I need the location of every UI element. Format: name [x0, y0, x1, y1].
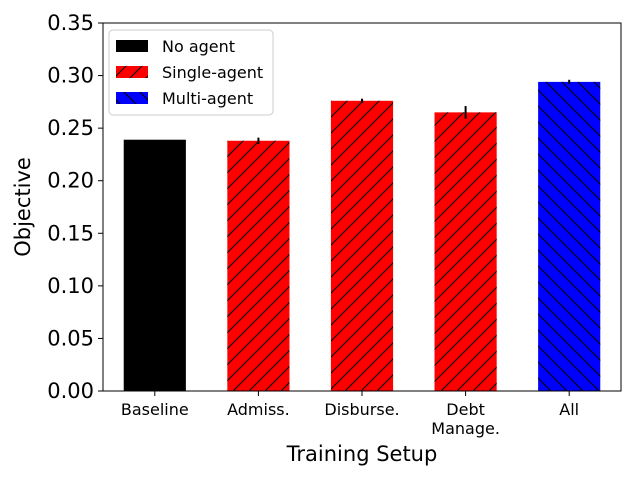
x-tick-label: Baseline — [121, 400, 189, 419]
x-tick-label: All — [559, 400, 579, 419]
legend-label: No agent — [162, 37, 235, 56]
y-tick-label: 0.05 — [47, 326, 94, 350]
legend-swatch-hatch — [116, 66, 148, 78]
bar — [123, 139, 186, 391]
y-axis-label: Objective — [11, 157, 35, 257]
y-tick-label: 0.10 — [47, 274, 94, 298]
legend: No agent Single-agent Multi-agent — [108, 29, 274, 116]
axes-layer: 0.00 0.05 0.10 0.15 0.20 0.25 0.30 0.35 Baseline… — [47, 11, 622, 438]
bar-hatch — [227, 140, 290, 391]
y-tick-label: 0.30 — [47, 64, 94, 88]
legend-swatch-hatch — [116, 92, 148, 104]
y-tick-label: 0.15 — [47, 221, 94, 245]
bar-hatch — [330, 100, 394, 391]
y-tick-label: 0.20 — [47, 169, 94, 193]
y-tick-label: 0.35 — [47, 11, 94, 35]
x-tick-label: Disburse. — [324, 400, 399, 419]
bar-hatch — [434, 112, 497, 391]
y-tick-label: 0.00 — [47, 379, 94, 403]
legend-frame — [108, 29, 274, 116]
legend-swatch — [116, 40, 148, 52]
bar-hatch — [538, 81, 601, 391]
legend-label: Single-agent — [162, 63, 263, 82]
legend-label: Multi-agent — [162, 89, 253, 108]
x-tick-label: Debt Manage. — [431, 400, 500, 438]
bars-layer — [123, 79, 601, 391]
x-axis-label: Training Setup — [286, 442, 438, 466]
x-tick-label: Admiss. — [227, 400, 290, 419]
y-tick-label: 0.25 — [47, 116, 94, 140]
